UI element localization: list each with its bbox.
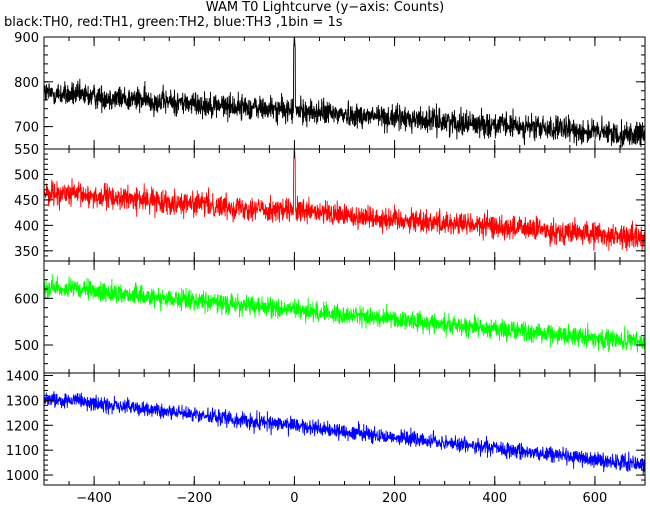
series-line-TH0 xyxy=(43,36,646,148)
y-tick-label: 400 xyxy=(14,219,39,234)
y-tick-label: 1200 xyxy=(6,419,39,434)
series-line-TH1 xyxy=(43,148,646,252)
y-tick-label: 500 xyxy=(14,339,39,354)
x-tick-label: 200 xyxy=(382,491,407,505)
y-tick-label: 350 xyxy=(14,245,39,260)
y-tick-label: 800 xyxy=(14,76,39,91)
y-tick-label: 1000 xyxy=(6,469,39,484)
panel-th1: 350 400 450 500 550 xyxy=(14,143,646,262)
panel-th3: 1000 1100 1200 1300 1400 −400 −200 0 200 400 600 xyxy=(6,369,646,505)
y-tick-label: 450 xyxy=(14,194,39,209)
y-tick-label: 1400 xyxy=(6,369,39,384)
chart-subtitle: black:TH0, red:TH1, green:TH2, blue:TH3 … xyxy=(4,15,343,30)
y-tick-label: 1100 xyxy=(6,444,39,459)
x-tick-label: 0 xyxy=(290,491,298,505)
y-tick-label: 500 xyxy=(14,168,39,183)
series-line-TH3 xyxy=(43,391,646,476)
panel-th0: 700 800 900 xyxy=(14,31,646,150)
panel-th2: 500 600 xyxy=(14,260,646,374)
x-tick-label: −400 xyxy=(76,491,112,505)
x-tick-label: −200 xyxy=(176,491,212,505)
x-tick-label: 400 xyxy=(482,491,507,505)
series-line-TH2 xyxy=(43,274,646,353)
y-tick-label: 700 xyxy=(14,121,39,136)
y-tick-label: 550 xyxy=(14,143,39,158)
y-tick-label: 600 xyxy=(14,292,39,307)
y-tick-label: 900 xyxy=(14,31,39,46)
x-tick-label: 600 xyxy=(583,491,608,505)
chart-title: WAM T0 Lightcurve (y−axis: Counts) xyxy=(205,0,445,15)
y-tick-label: 1300 xyxy=(6,394,39,409)
